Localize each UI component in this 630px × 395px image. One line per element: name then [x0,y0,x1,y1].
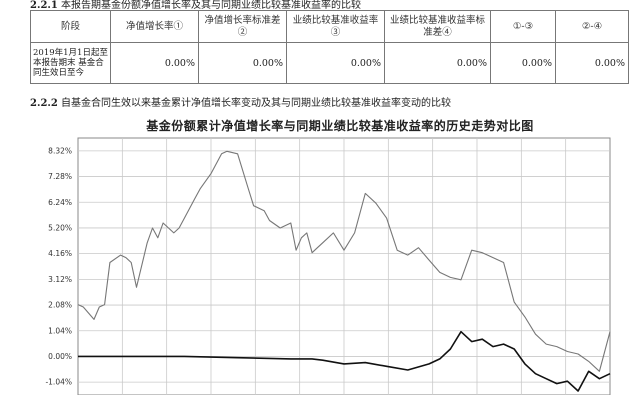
y-tick-label: 0.00% [48,352,72,361]
value-cell: 0.00% [286,42,385,84]
y-tick-label: -1.04% [45,378,72,387]
y-tick-label: 1.04% [48,326,72,335]
table-row: 2019年1月1日起至本报告期末 基金合同生效日至今 0.00% 0.00% 0… [30,42,629,84]
col-header-nav-std: 净值增长率标准差② [198,10,287,43]
section-caption-chart: 2.2.2 自基金合同生效以来基金累计净值增长率变动及其与同期业绩比较基准收益率… [30,98,451,110]
fund-nav-growth-line [77,150,611,372]
y-tick-label: 2.08% [48,301,72,310]
value-cell: 0.00% [555,42,629,84]
y-tick-label: 6.24% [48,198,72,207]
chart-title: 基金份额累计净值增长率与同期业绩比较基准收益率的历史走势对比图 [146,119,534,133]
section-number: 2.2.1 [30,0,58,11]
period-cell: 2019年1月1日起至本报告期末 基金合同生效日至今 [30,42,111,84]
benchmark-return-line [78,330,611,392]
section-text: 自基金合同生效以来基金累计净值增长率变动及其与同期业绩比较基准收益率变动的比较 [61,98,452,109]
y-tick-label: 4.16% [48,249,72,258]
value-cell: 0.00% [110,42,199,84]
col-header-benchmark-return: 业绩比较基准收益率③ [286,10,385,43]
section-text: 本报告期基金份额净值增长率及其与同期业绩比较基准收益率的比较 [61,0,362,11]
section-number: 2.2.2 [30,98,58,109]
value-cell: 0.00% [384,42,491,84]
col-header-benchmark-std: 业绩比较基准收益率标准差④ [384,10,491,43]
y-tick-label: 7.28% [48,172,72,181]
section-caption-performance: 2.2.1 本报告期基金份额净值增长率及其与同期业绩比较基准收益率的比较 [30,0,361,12]
y-tick-label: 3.12% [48,275,72,284]
value-cell: 0.00% [490,42,556,84]
y-tick-label: 8.32% [48,146,72,155]
col-header-diff1: ①-③ [490,10,556,43]
table-header-row: 阶段 净值增长率① 净值增长率标准差② 业绩比较基准收益率③ 业绩比较基准收益率… [30,10,629,43]
performance-table: 阶段 净值增长率① 净值增长率标准差② 业绩比较基准收益率③ 业绩比较基准收益率… [30,10,629,84]
col-header-period: 阶段 [30,10,111,43]
y-tick-label: 5.20% [48,223,72,232]
